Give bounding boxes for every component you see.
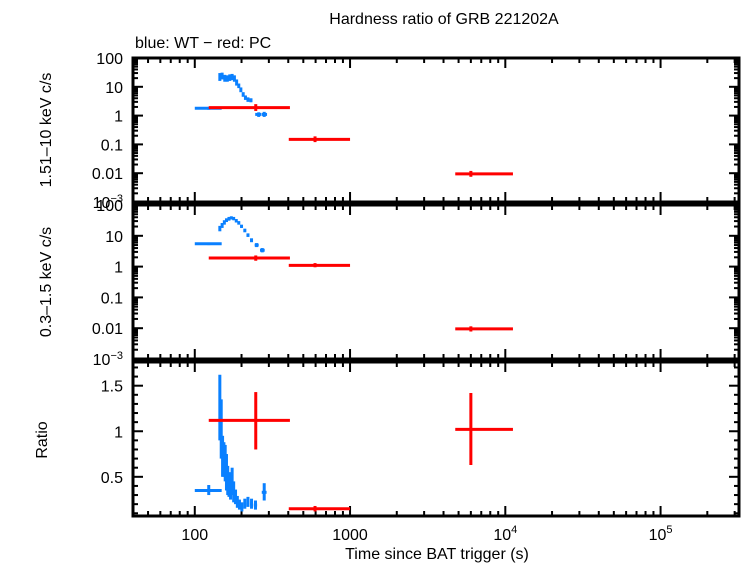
data-point [288,136,351,143]
y-tick-label: 1 [114,260,123,277]
data-point [455,170,513,177]
y-axis-label-bottom: Ratio [34,421,51,458]
data-point [246,97,250,102]
data-point [227,216,231,221]
data-point [225,75,229,82]
series-wt [194,216,265,253]
plot-frame [131,360,741,518]
data-point [230,73,234,81]
data-point [229,216,233,220]
series-pc [208,392,513,512]
plot-frame [131,56,741,204]
x-tick-exponent: 5 [666,524,672,536]
y-tick-label: 1 [114,424,123,441]
data-point [253,500,258,510]
chart-title: Hardness ratio of GRB 221202A [329,11,559,28]
y-tick-label: 0.5 [101,470,123,487]
data-point [243,95,247,100]
series-pc [208,104,513,177]
data-point [223,74,227,82]
data-point [208,392,290,450]
x-tick-label: 105 [649,524,673,544]
data-point [194,485,222,496]
chart-subtitle: blue: WT − red: PC [135,35,271,52]
x-tick-label: 100 [181,527,208,544]
data-point [237,221,241,225]
y-tick-label: 0.1 [101,290,123,307]
y-tick-label: 1.5 [101,379,123,396]
data-point [232,216,236,221]
data-point [220,223,224,228]
panel-bottom: 1.5 1 0.5 100 1000 104 105 [101,360,741,544]
y-tick-label: 0.01 [92,321,123,338]
data-point [220,72,224,80]
data-point [208,104,290,111]
y-axis-label-middle: 0.3–1.5 keV c/s [38,227,55,337]
y-tick-exponent: −3 [110,350,123,362]
data-point [261,111,268,117]
data-point [234,219,238,223]
y-tick-label: 0.1 [101,137,123,154]
data-point [228,74,232,81]
data-point [222,220,226,225]
data-point [250,498,254,509]
data-point [235,495,239,508]
x-tick-label: 104 [493,524,517,544]
data-point [241,92,245,97]
series-wt [194,72,268,117]
x-axis-label: Time since BAT trigger (s) [345,546,529,563]
y-tick-label: 10−3 [93,350,123,369]
y-tick-label: 100 [96,51,123,68]
data-point [239,87,243,93]
data-point [261,483,267,501]
series-wt [194,374,267,512]
series-pc [208,255,513,332]
data-point [288,505,351,512]
data-point [246,233,250,237]
data-point [218,73,222,81]
x-tick-label: 1000 [332,527,368,544]
y-tick-label: 10 [105,80,123,97]
data-point [240,502,244,512]
data-point [250,238,254,243]
y-tick-label: 1 [114,109,123,126]
data-point [237,499,241,510]
data-point [455,392,513,465]
data-point [254,243,259,248]
data-point [255,112,262,117]
data-point [259,248,265,253]
data-point [232,75,236,82]
data-point [243,228,247,233]
data-point [249,98,253,103]
data-point [235,79,239,86]
data-point [240,224,244,229]
data-point [208,255,290,261]
y-tick-exponent: −3 [110,193,123,205]
data-point [218,225,222,232]
data-point [224,218,228,223]
y-tick-label: 100 [96,198,123,215]
y-axis-label-top: 1.51–10 keV c/s [38,73,55,188]
plot-frame [131,203,741,361]
data-point [243,498,247,509]
data-point [246,496,250,507]
panel-middle: 100 10 1 0.1 0.01 10−3 [92,198,741,369]
data-point [194,242,222,246]
y-tick-label: 0.01 [92,166,123,183]
x-tick-exponent: 4 [511,524,517,536]
data-point [455,326,513,332]
data-point [232,481,236,503]
data-point [237,83,241,89]
y-tick-label: 10 [105,229,123,246]
data-point [288,263,351,268]
